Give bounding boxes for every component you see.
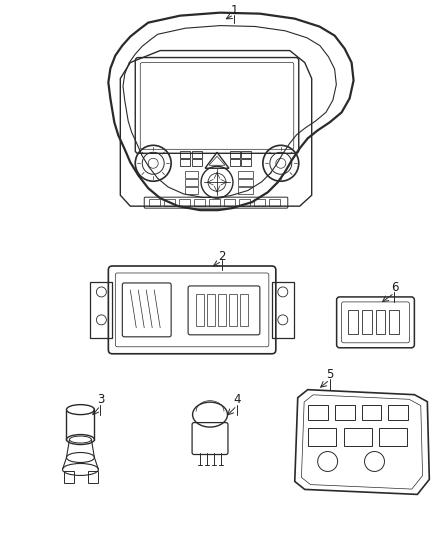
Bar [254, 199, 265, 206]
Bar [185, 179, 198, 186]
Bar [389, 405, 408, 419]
Bar [180, 151, 190, 158]
Bar [88, 472, 99, 483]
Bar [375, 310, 385, 334]
Bar [230, 159, 240, 166]
Bar [240, 294, 248, 326]
Bar [238, 179, 253, 186]
Bar [192, 151, 202, 158]
Text: 1: 1 [230, 4, 238, 17]
Text: 5: 5 [326, 368, 333, 381]
Bar [230, 151, 240, 158]
Bar [308, 427, 336, 446]
Bar [361, 405, 381, 419]
Bar [185, 171, 198, 178]
Bar [192, 159, 202, 166]
Bar [361, 310, 371, 334]
Bar [308, 405, 328, 419]
Bar [180, 159, 190, 166]
Bar [348, 310, 357, 334]
Bar [389, 310, 399, 334]
Bar [196, 294, 204, 326]
Bar [343, 427, 371, 446]
Bar [241, 159, 251, 166]
Bar [218, 294, 226, 326]
Text: 6: 6 [391, 281, 398, 294]
Bar [185, 187, 198, 194]
Text: 2: 2 [218, 249, 226, 263]
Bar [241, 151, 251, 158]
Bar [209, 199, 220, 206]
Bar [149, 199, 160, 206]
Bar [229, 294, 237, 326]
Text: 3: 3 [97, 393, 104, 406]
Bar [224, 199, 235, 206]
Bar [64, 472, 74, 483]
Bar [379, 427, 407, 446]
Bar [269, 199, 280, 206]
Bar [239, 199, 250, 206]
Bar [164, 199, 175, 206]
Bar [272, 282, 294, 338]
Text: 4: 4 [233, 393, 241, 406]
Bar [90, 282, 112, 338]
Bar [207, 294, 215, 326]
Bar [238, 171, 253, 178]
Bar [179, 199, 190, 206]
Bar [194, 199, 205, 206]
Bar [238, 187, 253, 194]
Bar [335, 405, 355, 419]
